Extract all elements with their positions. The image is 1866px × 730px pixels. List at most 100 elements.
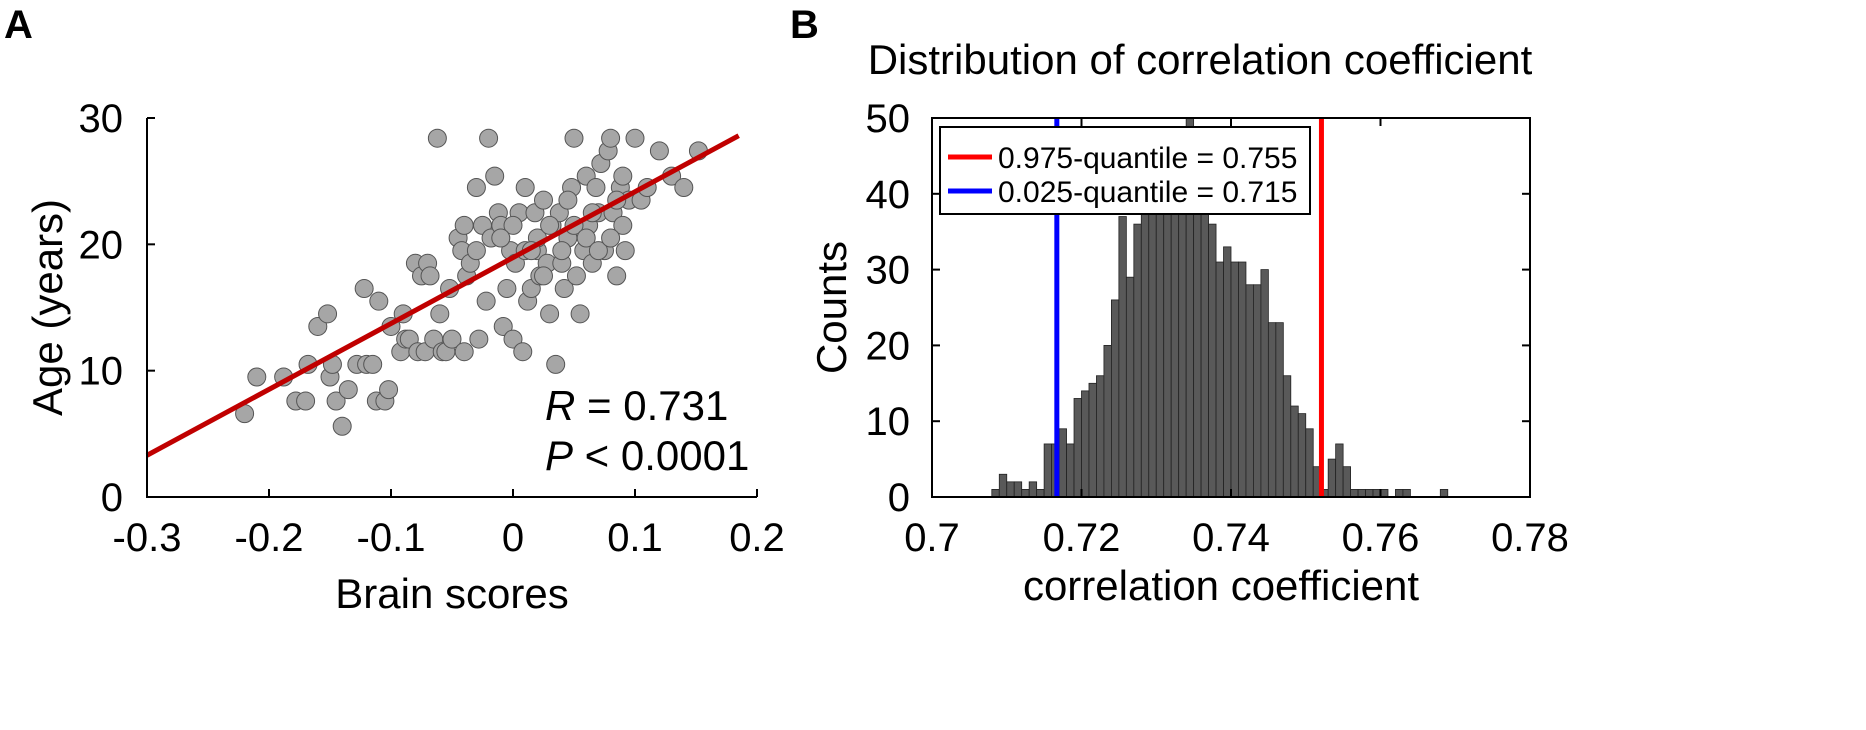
scatter-point-110	[601, 228, 621, 248]
scatter-y-tick-label-2: 20	[79, 223, 124, 267]
histogram-x-ticks: 0.7 0.72 0.74 0.76 0.78	[904, 118, 1569, 560]
scatter-y-tick-label-1: 10	[79, 350, 124, 394]
histogram-title: Distribution of correlation coefficient	[868, 36, 1533, 83]
histogram-bar-0	[991, 489, 1000, 498]
histogram-y-ticks: 0 10 20 30 40 50	[866, 97, 1530, 520]
stat-p-symbol: P	[545, 432, 573, 479]
scatter-point-12	[338, 380, 358, 400]
regression-line	[145, 133, 740, 458]
histogram-bar-32	[1230, 261, 1239, 498]
scatter-x-tick-label-4: 0.1	[607, 516, 663, 560]
scatter-point-118	[454, 215, 474, 235]
histogram-y-tick-label-2: 20	[866, 324, 911, 368]
histogram-bar-7	[1043, 443, 1052, 498]
histogram-bar-40	[1290, 405, 1299, 498]
scatter-point-95	[625, 128, 645, 148]
histogram-bar-1	[998, 473, 1008, 498]
scatter-point-38	[442, 329, 462, 349]
histogram-y-tick-label-5: 50	[866, 97, 911, 141]
scatter-y-ticks: 0 10 20 30	[79, 97, 155, 520]
scatter-point-45	[469, 329, 489, 349]
scatter-x-ticks: -0.3 -0.2 -0.1 0 0.1 0.2	[113, 489, 785, 560]
legend-label-0: 0.975-quantile = 0.755	[998, 142, 1297, 175]
scatter-x-tick-label-1: -0.2	[235, 516, 304, 560]
scatter-y-tick-label-3: 30	[79, 97, 124, 141]
stat-r: R = 0.731	[545, 382, 728, 429]
histogram-y-tick-label-1: 10	[866, 400, 911, 444]
scatter-y-label: Age (years)	[24, 199, 71, 416]
stat-p: P < 0.0001	[545, 432, 749, 479]
histogram-bar-6	[1036, 489, 1045, 498]
scatter-point-88	[601, 128, 621, 148]
histogram-bar-48	[1350, 489, 1359, 498]
scatter-point-78	[570, 304, 590, 324]
histogram-bar-5	[1028, 481, 1038, 498]
stat-r-symbol: R	[545, 382, 575, 429]
scatter-y-tick-label-0: 0	[101, 476, 123, 520]
histogram-bar-38	[1275, 322, 1284, 498]
histogram-bar-16	[1111, 299, 1120, 498]
histogram-bar-10	[1066, 443, 1075, 498]
scatter-point-60	[515, 177, 535, 197]
panel-a-letter: A	[4, 3, 33, 47]
histogram-bar-46	[1335, 443, 1344, 498]
histogram-bar-55	[1439, 489, 1449, 498]
scatter-point-47	[476, 291, 496, 311]
histogram-bar-35	[1253, 284, 1262, 498]
histogram-bar-47	[1342, 466, 1351, 498]
scatter-point-105	[540, 215, 560, 235]
scatter-point-68	[540, 304, 560, 324]
histogram-bar-37	[1267, 322, 1277, 498]
histogram-y-tick-label-0: 0	[888, 476, 910, 520]
scatter-point-93	[615, 241, 635, 261]
histogram-bar-50	[1365, 489, 1374, 498]
scatter-point-20	[379, 380, 399, 400]
legend-box	[939, 126, 1311, 215]
scatter-point-54	[497, 279, 517, 299]
scatter-point-59	[513, 342, 533, 362]
histogram-bar-51	[1372, 489, 1381, 498]
histogram-bar-20	[1140, 193, 1150, 498]
scatter-point-98	[649, 141, 669, 161]
scatter-point-116	[534, 266, 553, 286]
histogram-bar-42	[1305, 428, 1314, 498]
histogram-bar-36	[1260, 269, 1269, 498]
legend-label-1: 0.025-quantile = 0.715	[998, 176, 1297, 209]
histogram-x-tick-label-2: 0.74	[1192, 516, 1270, 560]
histogram-x-tick-label-1: 0.72	[1043, 516, 1121, 560]
scatter-point-41	[454, 342, 474, 362]
scatter-x-tick-label-3: 0	[502, 516, 524, 560]
panel-b: B Distribution of correlation coefficien…	[790, 3, 1569, 609]
scatter-x-tick-label-0: -0.3	[113, 516, 182, 560]
scatter-point-33	[427, 128, 447, 148]
scatter-point-48	[479, 128, 499, 148]
scatter-point-10	[326, 391, 346, 411]
scatter-point-14	[354, 279, 374, 299]
histogram-bar-12	[1081, 390, 1090, 498]
scatter-x-tick-label-5: 0.2	[729, 516, 785, 560]
histogram-bar-14	[1096, 375, 1105, 498]
scatter-point-56	[503, 329, 523, 349]
histogram-y-tick-label-3: 30	[866, 249, 911, 293]
scatter-point-1	[247, 367, 267, 387]
histogram-x-tick-label-4: 0.78	[1491, 516, 1569, 560]
scatter-point-83	[586, 177, 606, 197]
scatter-point-102	[503, 215, 523, 235]
scatter-point-6	[308, 316, 328, 336]
histogram-bar-17	[1118, 216, 1127, 498]
histogram-bar-13	[1088, 382, 1097, 498]
panel-b-letter: B	[790, 3, 819, 47]
scatter-point-108	[576, 228, 596, 248]
histogram-bar-3	[1013, 481, 1023, 498]
histogram-bar-31	[1223, 246, 1232, 498]
histogram-bar-11	[1073, 398, 1082, 498]
scatter-point-112	[466, 241, 486, 261]
histogram-bar-29	[1208, 223, 1217, 498]
stat-p-value: < 0.0001	[573, 432, 749, 479]
scatter-point-90	[607, 266, 627, 286]
histogram-x-label: correlation coefficient	[1023, 562, 1419, 609]
scatter-point-44	[466, 177, 486, 197]
